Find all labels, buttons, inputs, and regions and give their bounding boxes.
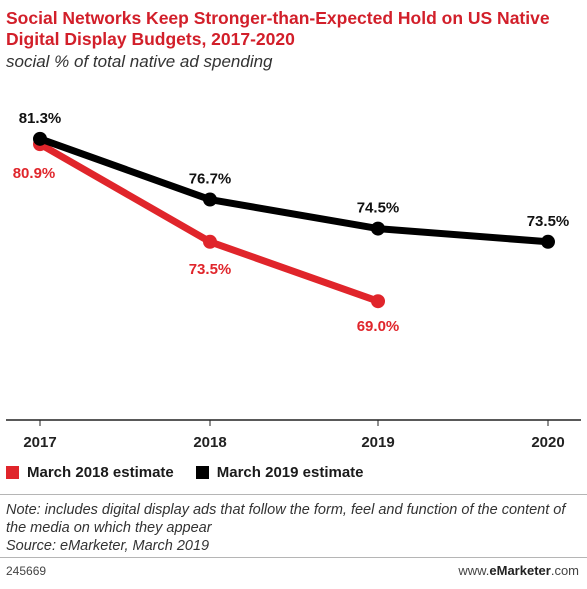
chart-title: Social Networks Keep Stronger-than-Expec… bbox=[6, 8, 550, 49]
brand-url: www.eMarketer.com bbox=[458, 563, 579, 578]
brand-prefix: www. bbox=[458, 563, 490, 578]
legend-item-march-2019: March 2019 estimate bbox=[195, 464, 364, 481]
brand-suffix: .com bbox=[550, 563, 579, 578]
legend: March 2018 estimate March 2019 estimate bbox=[6, 464, 386, 481]
legend-label-march-2019: March 2019 estimate bbox=[216, 464, 364, 481]
data-label: 69.0% bbox=[357, 318, 400, 335]
chart-note: Note: includes digital display ads that … bbox=[6, 501, 581, 555]
legend-label-march-2018: March 2018 estimate bbox=[27, 464, 174, 481]
x-tick-label: 2018 bbox=[193, 434, 226, 451]
data-label: 73.5% bbox=[189, 261, 232, 278]
data-point bbox=[33, 131, 47, 146]
divider bbox=[0, 557, 587, 558]
data-label: 76.7% bbox=[189, 171, 232, 188]
legend-item-march-2018: March 2018 estimate bbox=[6, 464, 174, 481]
source-text: Source: eMarketer, March 2019 bbox=[6, 538, 210, 554]
data-point bbox=[203, 192, 217, 207]
series-line bbox=[36, 135, 552, 246]
x-tick-label: 2019 bbox=[361, 434, 394, 451]
data-point bbox=[203, 234, 217, 249]
x-tick-label: 2017 bbox=[23, 434, 56, 451]
legend-swatch-march-2019 bbox=[195, 466, 209, 479]
data-point bbox=[371, 294, 385, 309]
note-text: Note: includes digital display ads that … bbox=[6, 502, 566, 536]
data-point bbox=[541, 234, 555, 249]
line-chart: 2017 2018 2019 2020 80.9% 73.5% 69.0% 81.3% 76.7… bbox=[6, 110, 581, 451]
brand-name: eMarketer bbox=[489, 563, 551, 578]
legend-swatch-march-2018 bbox=[6, 466, 19, 479]
x-tick-label: 2020 bbox=[531, 434, 564, 451]
data-label: 74.5% bbox=[357, 200, 400, 217]
divider bbox=[0, 494, 587, 495]
chart-id: 245669 bbox=[6, 564, 47, 578]
data-point bbox=[371, 221, 385, 236]
chart-subtitle: social % of total native ad spending bbox=[6, 52, 273, 71]
data-label: 80.9% bbox=[13, 165, 56, 182]
data-label: 73.5% bbox=[527, 213, 570, 230]
data-label: 81.3% bbox=[19, 110, 62, 127]
